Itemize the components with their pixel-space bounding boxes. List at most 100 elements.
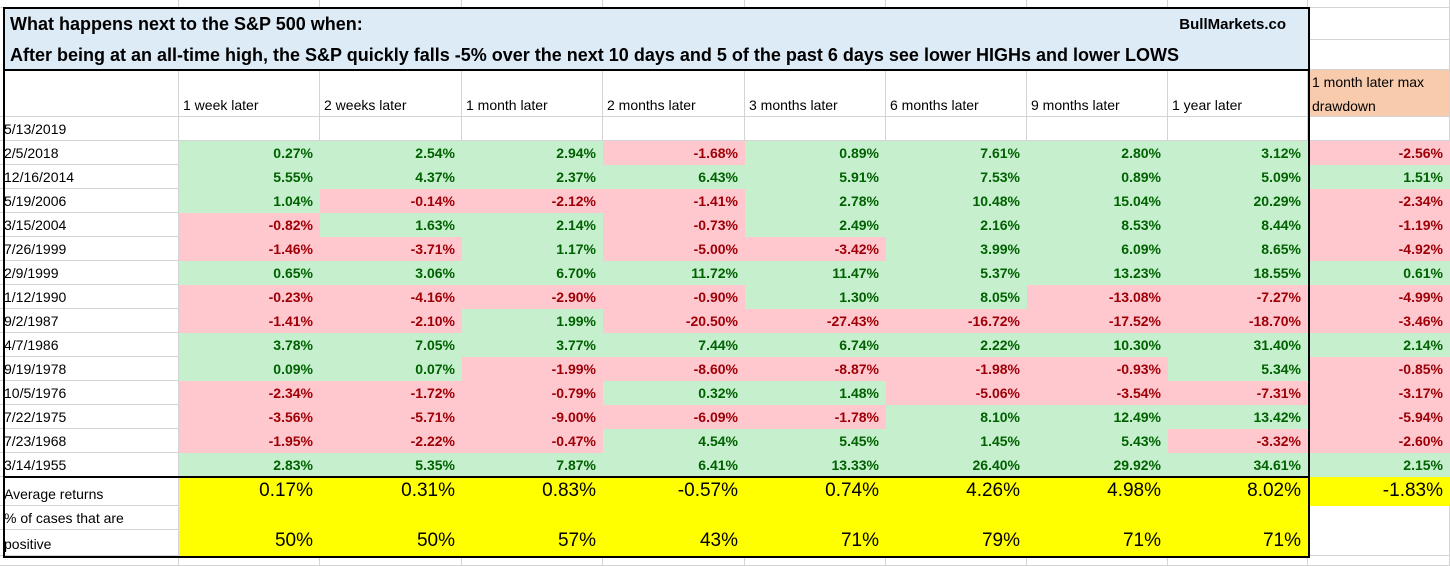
value-cell[interactable]: 2.94% xyxy=(462,141,603,165)
value-cell[interactable]: -0.14% xyxy=(320,189,462,213)
value-cell[interactable]: -1.41% xyxy=(603,189,745,213)
positive-label-line2[interactable]: positive xyxy=(0,530,179,556)
value-cell[interactable]: -8.87% xyxy=(745,357,886,381)
value-cell[interactable]: -3.46% xyxy=(1308,309,1450,333)
value-cell[interactable]: 7.61% xyxy=(886,141,1027,165)
value-cell[interactable]: 18.55% xyxy=(1168,261,1308,285)
value-cell[interactable]: -0.47% xyxy=(462,429,603,453)
grid-cell[interactable] xyxy=(1168,556,1308,566)
value-cell[interactable]: -1.99% xyxy=(462,357,603,381)
value-cell[interactable]: 0.32% xyxy=(603,381,745,405)
value-cell[interactable]: 1.63% xyxy=(320,213,462,237)
value-cell[interactable]: 1.48% xyxy=(745,381,886,405)
value-cell[interactable]: -3.56% xyxy=(179,405,320,429)
value-cell[interactable]: 0.61% xyxy=(1308,261,1450,285)
value-cell[interactable]: -16.72% xyxy=(886,309,1027,333)
value-cell[interactable]: 0.89% xyxy=(1027,165,1168,189)
value-cell[interactable]: 2.14% xyxy=(1308,333,1450,357)
grid-cell[interactable] xyxy=(0,556,179,566)
value-cell[interactable]: 2.14% xyxy=(462,213,603,237)
value-cell[interactable]: 6.41% xyxy=(603,453,745,477)
average-value[interactable]: -0.57% xyxy=(603,477,745,506)
value-cell[interactable]: -8.60% xyxy=(603,357,745,381)
grid-cell[interactable] xyxy=(0,0,179,8)
row-date[interactable]: 7/23/1968 xyxy=(0,429,179,453)
value-cell[interactable]: 15.04% xyxy=(1027,189,1168,213)
grid-cell[interactable] xyxy=(462,556,603,566)
value-cell[interactable]: 5.35% xyxy=(320,453,462,477)
value-cell[interactable]: -0.90% xyxy=(603,285,745,309)
value-cell[interactable]: -17.52% xyxy=(1027,309,1168,333)
average-value[interactable]: 4.26% xyxy=(886,477,1027,506)
grid-cell[interactable] xyxy=(462,0,603,8)
value-cell[interactable]: 3.78% xyxy=(179,333,320,357)
grid-cell[interactable] xyxy=(603,0,745,8)
average-value[interactable]: 0.17% xyxy=(179,477,320,506)
value-cell[interactable]: -4.99% xyxy=(1308,285,1450,309)
empty-cell[interactable] xyxy=(462,117,603,141)
value-cell[interactable]: -2.56% xyxy=(1308,141,1450,165)
value-cell[interactable]: -1.78% xyxy=(745,405,886,429)
column-header[interactable]: 3 months later xyxy=(745,70,886,117)
grid-cell[interactable] xyxy=(320,0,462,8)
grid-cell[interactable] xyxy=(1308,0,1450,8)
grid-cell[interactable] xyxy=(1308,556,1450,566)
value-cell[interactable]: -5.94% xyxy=(1308,405,1450,429)
empty-cell[interactable] xyxy=(1308,117,1450,141)
value-cell[interactable]: -4.16% xyxy=(320,285,462,309)
column-header[interactable]: 2 weeks later xyxy=(320,70,462,117)
positive-value[interactable]: 50% xyxy=(179,506,320,556)
value-cell[interactable]: 26.40% xyxy=(886,453,1027,477)
value-cell[interactable]: -1.46% xyxy=(179,237,320,261)
value-cell[interactable]: 8.65% xyxy=(1168,237,1308,261)
row-date[interactable]: 10/5/1976 xyxy=(0,381,179,405)
grid-cell[interactable] xyxy=(603,556,745,566)
value-cell[interactable]: -5.00% xyxy=(603,237,745,261)
grid-cell[interactable] xyxy=(886,556,1027,566)
value-cell[interactable]: 6.09% xyxy=(1027,237,1168,261)
positive-value[interactable]: 50% xyxy=(320,506,462,556)
row-date[interactable]: 5/13/2019 xyxy=(0,117,179,141)
row-date[interactable]: 7/26/1999 xyxy=(0,237,179,261)
column-header[interactable]: 1 year later xyxy=(1168,70,1308,117)
value-cell[interactable]: 5.55% xyxy=(179,165,320,189)
value-cell[interactable]: -0.93% xyxy=(1027,357,1168,381)
value-cell[interactable]: 2.37% xyxy=(462,165,603,189)
empty-cell[interactable] xyxy=(603,117,745,141)
value-cell[interactable]: 10.30% xyxy=(1027,333,1168,357)
average-value[interactable]: 0.83% xyxy=(462,477,603,506)
row-date[interactable]: 7/22/1975 xyxy=(0,405,179,429)
value-cell[interactable]: 1.51% xyxy=(1308,165,1450,189)
column-header[interactable]: 6 months later xyxy=(886,70,1027,117)
grid-cell[interactable] xyxy=(745,556,886,566)
value-cell[interactable]: 3.99% xyxy=(886,237,1027,261)
column-header[interactable]: 1 week later xyxy=(179,70,320,117)
value-cell[interactable]: 11.47% xyxy=(745,261,886,285)
value-cell[interactable]: 1.99% xyxy=(462,309,603,333)
value-cell[interactable]: -1.41% xyxy=(179,309,320,333)
value-cell[interactable]: 8.44% xyxy=(1168,213,1308,237)
empty-cell[interactable] xyxy=(1168,117,1308,141)
value-cell[interactable]: 20.29% xyxy=(1168,189,1308,213)
value-cell[interactable]: -27.43% xyxy=(745,309,886,333)
value-cell[interactable]: -9.00% xyxy=(462,405,603,429)
row-date[interactable]: 2/9/1999 xyxy=(0,261,179,285)
value-cell[interactable]: 5.09% xyxy=(1168,165,1308,189)
grid-cell[interactable] xyxy=(320,556,462,566)
value-cell[interactable]: 0.07% xyxy=(320,357,462,381)
average-value[interactable]: 0.31% xyxy=(320,477,462,506)
value-cell[interactable]: 1.30% xyxy=(745,285,886,309)
value-cell[interactable]: 34.61% xyxy=(1168,453,1308,477)
value-cell[interactable]: 6.70% xyxy=(462,261,603,285)
positive-value[interactable]: 43% xyxy=(603,506,745,556)
value-cell[interactable]: -0.23% xyxy=(179,285,320,309)
value-cell[interactable]: 11.72% xyxy=(603,261,745,285)
value-cell[interactable]: 3.77% xyxy=(462,333,603,357)
value-cell[interactable]: 1.45% xyxy=(886,429,1027,453)
grid-cell[interactable] xyxy=(745,0,886,8)
value-cell[interactable]: 2.15% xyxy=(1308,453,1450,477)
row-date[interactable]: 3/15/2004 xyxy=(0,213,179,237)
value-cell[interactable]: -1.95% xyxy=(179,429,320,453)
value-cell[interactable]: 1.04% xyxy=(179,189,320,213)
value-cell[interactable]: 5.45% xyxy=(745,429,886,453)
